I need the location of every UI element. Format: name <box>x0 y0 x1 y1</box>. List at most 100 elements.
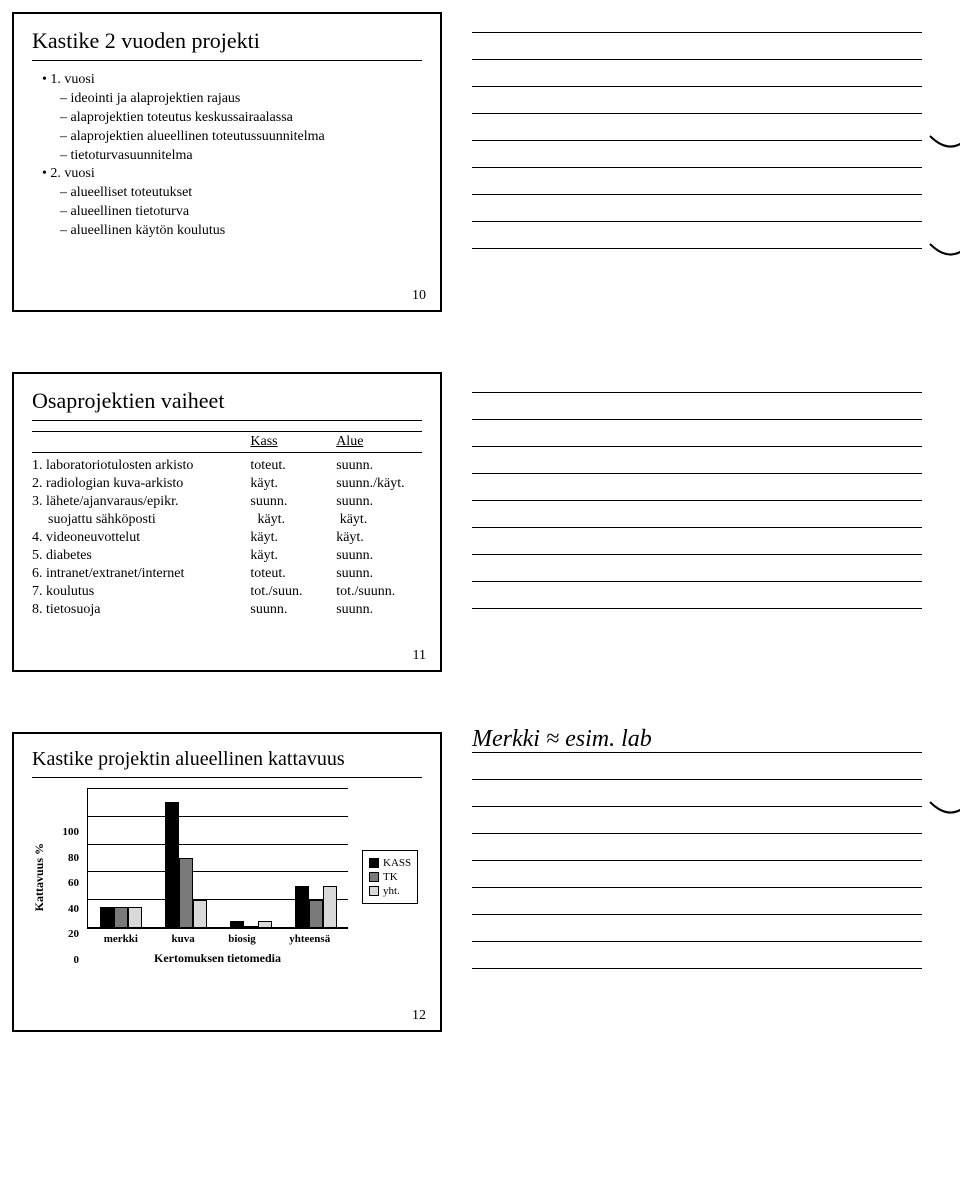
bullet-level-1: • 1. vuosi <box>42 71 422 90</box>
slide-12-title: Kastike projektin alueellinen kattavuus <box>32 748 422 771</box>
note-line <box>472 140 922 141</box>
note-line <box>472 221 922 222</box>
bar <box>193 900 207 928</box>
table-cell-kass: käyt. <box>250 530 336 546</box>
table-cell-label: 1. laboratoriotulosten arkisto <box>32 458 250 474</box>
table-row: suojattu sähköpostikäyt.käyt. <box>32 511 422 529</box>
note-line <box>472 833 922 834</box>
table-cell-alue: käyt. <box>336 530 422 546</box>
row-slide-11: Osaprojektien vaiheet Kass Alue 1. labor… <box>12 372 948 672</box>
bar <box>258 921 272 928</box>
legend-label: KASS <box>383 857 411 869</box>
slide-11-table: Kass Alue 1. laboratoriotulosten arkisto… <box>32 431 422 619</box>
note-line <box>472 887 922 888</box>
chart-yaxis: 100 80 60 40 20 0 <box>55 826 79 966</box>
slide-12-pagenum: 12 <box>412 1008 426 1024</box>
table-row: 1. laboratoriotulosten arkistototeut.suu… <box>32 457 422 475</box>
note-line <box>472 581 922 582</box>
note-line <box>472 779 922 780</box>
chart-ylabel: Kattavuus % <box>32 843 47 911</box>
bar <box>230 921 244 928</box>
table-row: 6. intranet/extranet/internettoteut.suun… <box>32 565 422 583</box>
note-line: Merkki ≈ esim. lab <box>472 752 922 753</box>
margin-curve-mark <box>928 132 960 154</box>
slide-12: Kastike projektin alueellinen kattavuus … <box>12 732 442 1032</box>
chart-plot <box>87 788 348 929</box>
bar-group <box>230 921 272 928</box>
legend-label: TK <box>383 871 398 883</box>
chart-xaxis-title: Kertomuksen tietomedia <box>87 951 348 966</box>
note-line <box>472 500 922 501</box>
table-cell-kass: toteut. <box>250 458 336 474</box>
table-cell-kass: tot./suun. <box>250 584 336 600</box>
bar <box>165 802 179 928</box>
bar <box>128 907 142 928</box>
bullet-level-2: – alueellinen tietoturva <box>60 203 422 222</box>
bullet-level-2: – ideointi ja alaprojektien rajaus <box>60 90 422 109</box>
table-cell-alue: suunn. <box>336 548 422 564</box>
slide-10-rule <box>32 60 422 61</box>
ytick-label: 80 <box>55 852 79 864</box>
table-cell-kass: suunn. <box>250 494 336 510</box>
handwritten-note: Merkki ≈ esim. lab <box>472 726 652 753</box>
ytick-label: 0 <box>55 954 79 966</box>
bullet-level-2: – alueelliset toteutukset <box>60 184 422 203</box>
table-header-alue: Alue <box>336 434 422 450</box>
table-cell-kass: toteut. <box>250 566 336 582</box>
slide-10-title: Kastike 2 vuoden projekti <box>32 28 422 54</box>
table-header-blank <box>32 434 250 450</box>
table-cell-kass: käyt. <box>250 476 336 492</box>
legend-swatch <box>369 886 379 896</box>
table-cell-alue: suunn./käyt. <box>336 476 422 492</box>
note-line <box>472 914 922 915</box>
notes-area-3: Merkki ≈ esim. lab <box>472 732 922 969</box>
table-row: 2. radiologian kuva-arkistokäyt.suunn./k… <box>32 475 422 493</box>
slide-11: Osaprojektien vaiheet Kass Alue 1. labor… <box>12 372 442 672</box>
table-cell-kass: käyt. <box>257 512 339 528</box>
bullet-level-2: – tietoturvasuunnitelma <box>60 147 422 166</box>
note-line <box>472 806 922 807</box>
table-row: 8. tietosuojasuunn.suunn. <box>32 601 422 619</box>
chart-legend: KASSTKyht. <box>362 850 418 904</box>
bar <box>244 926 258 928</box>
table-row: 3. lähete/ajanvaraus/epikr.suunn.suunn. <box>32 493 422 511</box>
table-cell-label: suojattu sähköposti <box>32 512 257 528</box>
slide-10-bullets: • 1. vuosi– ideointi ja alaprojektien ra… <box>32 71 422 241</box>
coverage-chart: Kattavuus % 100806040200 merkkikuvabiosi… <box>32 788 422 966</box>
bar <box>100 907 114 928</box>
legend-item: KASS <box>369 857 411 869</box>
slide-11-rule <box>32 420 422 421</box>
notes-area-2 <box>472 372 922 609</box>
table-row: 5. diabeteskäyt.suunn. <box>32 547 422 565</box>
note-line <box>472 194 922 195</box>
table-cell-kass: käyt. <box>250 548 336 564</box>
note-line <box>472 419 922 420</box>
table-cell-alue: tot./suunn. <box>336 584 422 600</box>
note-line <box>472 59 922 60</box>
slide-10: Kastike 2 vuoden projekti • 1. vuosi– id… <box>12 12 442 312</box>
table-cell-label: 5. diabetes <box>32 548 250 564</box>
ytick-label: 20 <box>55 928 79 940</box>
note-line <box>472 248 922 249</box>
slide-11-pagenum: 11 <box>413 648 426 664</box>
bar-group <box>295 886 337 928</box>
slide-10-pagenum: 10 <box>412 288 426 304</box>
xtick-label: biosig <box>228 933 256 945</box>
table-cell-label: 4. videoneuvottelut <box>32 530 250 546</box>
note-line <box>472 527 922 528</box>
margin-curve-mark <box>928 798 960 820</box>
note-line <box>472 86 922 87</box>
note-line <box>472 968 922 969</box>
legend-item: TK <box>369 871 411 883</box>
legend-swatch <box>369 872 379 882</box>
note-line <box>472 941 922 942</box>
row-slide-12: Kastike projektin alueellinen kattavuus … <box>12 732 948 1032</box>
bar <box>114 907 128 928</box>
margin-curve-mark <box>928 240 960 262</box>
ytick-label: 100 <box>55 826 79 838</box>
table-cell-alue: suunn. <box>336 494 422 510</box>
ytick-label: 40 <box>55 903 79 915</box>
ytick-label: 60 <box>55 877 79 889</box>
note-line <box>472 473 922 474</box>
table-cell-alue: suunn. <box>336 566 422 582</box>
